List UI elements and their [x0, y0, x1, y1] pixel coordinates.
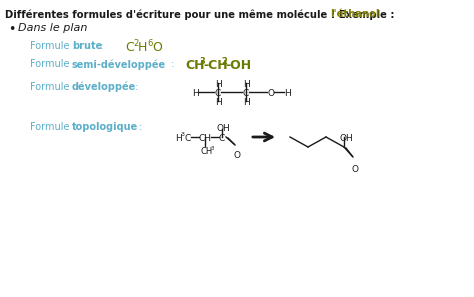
Text: C: C	[243, 89, 249, 98]
Text: H: H	[215, 98, 222, 107]
Text: C: C	[215, 89, 221, 98]
Text: Formule: Formule	[30, 82, 73, 92]
Text: C: C	[125, 41, 134, 54]
Text: OH: OH	[340, 134, 354, 143]
Text: l'éthanol: l'éthanol	[330, 9, 379, 19]
Text: Formule: Formule	[30, 59, 73, 69]
Text: :: :	[168, 59, 174, 69]
Text: H: H	[215, 80, 222, 89]
Text: CH: CH	[199, 134, 212, 143]
Text: O: O	[234, 151, 241, 160]
Text: Formule: Formule	[30, 41, 73, 51]
Text: 2: 2	[221, 57, 227, 66]
Text: :: :	[132, 82, 138, 92]
Text: •: •	[8, 23, 15, 36]
Text: H: H	[243, 80, 250, 89]
Text: H: H	[192, 89, 199, 98]
Text: O: O	[352, 165, 359, 174]
Text: H: H	[284, 89, 291, 98]
Text: OH: OH	[217, 124, 231, 133]
Text: CH: CH	[185, 59, 204, 72]
Text: -OH: -OH	[225, 59, 251, 72]
Text: brute: brute	[72, 41, 102, 51]
Text: :: :	[97, 41, 103, 51]
Text: H: H	[175, 134, 182, 143]
Text: 3: 3	[211, 146, 215, 151]
Text: O: O	[152, 41, 162, 54]
Text: 2: 2	[133, 39, 138, 48]
Text: 6: 6	[147, 39, 152, 48]
Text: C: C	[185, 134, 191, 143]
Text: Différentes formules d'écriture pour une même molécule ! Exemple :: Différentes formules d'écriture pour une…	[5, 9, 398, 20]
Text: topologique: topologique	[72, 122, 138, 132]
Text: O: O	[268, 89, 275, 98]
Text: Dans le plan: Dans le plan	[18, 23, 87, 33]
Text: 3: 3	[181, 132, 185, 138]
Text: semi-développée: semi-développée	[72, 59, 166, 69]
Text: CH: CH	[201, 147, 213, 156]
Text: :: :	[136, 122, 142, 132]
Text: -CH: -CH	[203, 59, 228, 72]
Text: 3: 3	[199, 57, 205, 66]
Text: développée: développée	[72, 82, 136, 92]
Text: H: H	[243, 98, 250, 107]
Text: C: C	[219, 134, 225, 143]
Text: H: H	[138, 41, 147, 54]
Text: Formule: Formule	[30, 122, 73, 132]
